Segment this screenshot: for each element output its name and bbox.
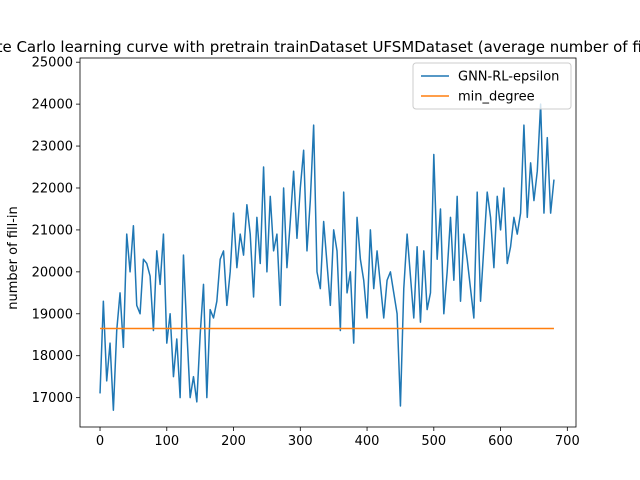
series-line-gnn-rl-epsilon <box>99 103 555 411</box>
y-tick-label: 25000 <box>32 56 73 71</box>
chart-title: Monte Carlo learning curve with pretrain… <box>0 38 640 56</box>
x-tick-label: 700 <box>555 434 580 449</box>
x-tick-label: 400 <box>355 434 380 449</box>
legend-label: min_degree <box>458 90 535 105</box>
y-tick-label: 22000 <box>32 181 73 196</box>
legend-box <box>412 62 572 110</box>
legend-label: GNN-RL-epsilon <box>458 70 559 85</box>
y-tick-label: 20000 <box>32 265 73 280</box>
plot-area <box>80 58 576 427</box>
x-tick-label: 100 <box>154 434 179 449</box>
axes-frame <box>79 57 577 428</box>
y-tick-label: 17000 <box>32 391 73 406</box>
y-tick-label: 18000 <box>32 349 73 364</box>
legend: GNN-RL-epsilon min_degree <box>412 62 572 110</box>
x-tick-label: 500 <box>421 434 446 449</box>
x-tick-label: 300 <box>288 434 313 449</box>
y-tick-label: 24000 <box>32 98 73 113</box>
x-tick-label: 600 <box>488 434 513 449</box>
y-tick-label: 23000 <box>32 140 73 155</box>
y-tick-label: 21000 <box>32 223 73 238</box>
y-tick-label: 19000 <box>32 307 73 322</box>
x-tick-label: 200 <box>221 434 246 449</box>
y-axis-label: number of fill-in <box>6 206 21 310</box>
x-tick-label: 0 <box>96 434 104 449</box>
